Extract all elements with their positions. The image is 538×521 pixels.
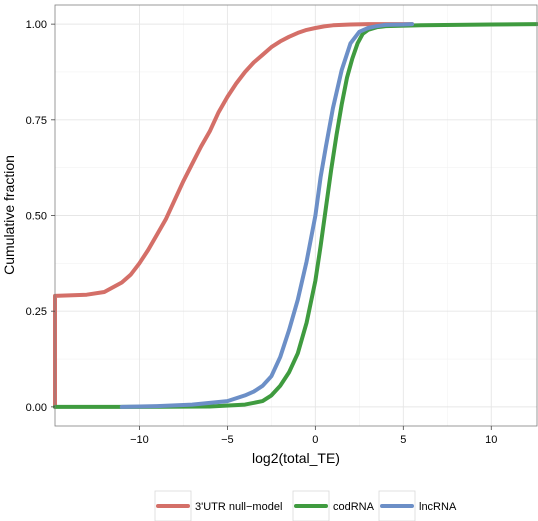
axis-ticks: −10 −5 0 5 10 0.00 0.25 0.50 0.75 1.00	[26, 19, 498, 446]
y-tick-label: 1.00	[26, 19, 47, 31]
legend-label: 3'UTR null−model	[195, 501, 282, 513]
x-tick-label: −5	[221, 434, 234, 446]
y-axis-title: Cumulative fraction	[1, 155, 17, 275]
legend-label: codRNA	[333, 501, 375, 513]
series-line-2	[119, 22, 415, 409]
y-tick-label: 0.00	[26, 402, 47, 414]
x-tick-label: 0	[312, 434, 318, 446]
legend: 3'UTR null−model codRNA lncRNA	[154, 490, 457, 521]
series-line-0	[53, 22, 415, 409]
x-axis-title: log2(total_TE)	[252, 450, 340, 466]
x-tick-label: 5	[400, 434, 406, 446]
y-tick-label: 0.25	[26, 306, 47, 318]
legend-label: lncRNA	[419, 501, 457, 513]
x-tick-label: −10	[130, 434, 149, 446]
series-lines	[53, 22, 538, 409]
y-tick-label: 0.50	[26, 211, 47, 223]
y-tick-label: 0.75	[26, 115, 47, 127]
x-tick-label: 10	[485, 434, 497, 446]
